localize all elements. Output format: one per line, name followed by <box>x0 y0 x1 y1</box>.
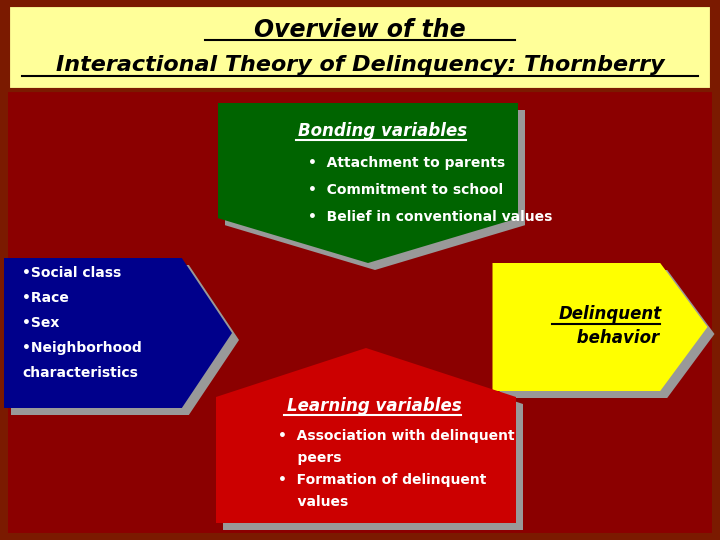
Text: •Neighborhood: •Neighborhood <box>22 341 142 355</box>
Polygon shape <box>216 348 516 523</box>
Text: •  Formation of delinquent: • Formation of delinquent <box>278 473 487 487</box>
Polygon shape <box>492 263 708 391</box>
Text: •Race: •Race <box>22 291 69 305</box>
Text: Interactional Theory of Delinquency: Thornberry: Interactional Theory of Delinquency: Tho… <box>55 55 665 75</box>
Polygon shape <box>225 110 525 270</box>
Text: Overview of the: Overview of the <box>254 18 466 42</box>
Polygon shape <box>223 355 523 530</box>
Text: Delinquent: Delinquent <box>559 305 662 323</box>
Polygon shape <box>500 270 714 398</box>
Text: •  Attachment to parents: • Attachment to parents <box>308 156 505 170</box>
Text: •  Commitment to school: • Commitment to school <box>308 183 503 197</box>
Text: Bonding variables: Bonding variables <box>298 122 467 140</box>
Polygon shape <box>11 265 239 415</box>
FancyBboxPatch shape <box>8 90 712 533</box>
Text: •  Association with delinquent: • Association with delinquent <box>278 429 515 443</box>
Text: Learning variables: Learning variables <box>287 397 462 415</box>
Polygon shape <box>4 258 232 408</box>
Text: •Social class: •Social class <box>22 266 121 280</box>
Polygon shape <box>218 103 518 263</box>
Text: peers: peers <box>278 451 341 465</box>
Text: •  Belief in conventional values: • Belief in conventional values <box>308 210 552 224</box>
Text: characteristics: characteristics <box>22 366 138 380</box>
Text: values: values <box>278 495 348 509</box>
Text: •Sex: •Sex <box>22 316 59 330</box>
Text: behavior: behavior <box>571 329 659 347</box>
FancyBboxPatch shape <box>8 5 712 90</box>
